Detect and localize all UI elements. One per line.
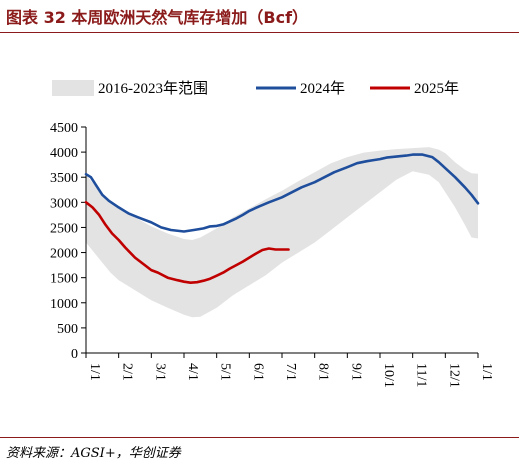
y-tick-label: 3000 — [50, 196, 78, 211]
y-tick-label: 0 — [71, 347, 78, 362]
x-tick-label: 2/1 — [120, 363, 135, 381]
x-tick-label: 3/1 — [152, 363, 167, 381]
series-lines — [84, 153, 480, 284]
chart-area: 2016-2023年范围 2024年 2025年 0 500 1000 1500 2000 2… — [50, 80, 494, 388]
x-tick-label: 4/1 — [185, 363, 200, 381]
y-tick-label: 2500 — [50, 221, 78, 236]
y-tick-label: 1000 — [50, 297, 78, 312]
chart-title: 图表 32 本周欧洲天然气库存增加（Bcf） — [6, 8, 309, 27]
y-tick-label: 4000 — [50, 146, 78, 161]
y-tick-label: 1500 — [50, 272, 78, 287]
x-tick-label: 8/1 — [316, 363, 331, 381]
x-tick-label: 5/1 — [218, 363, 233, 381]
source-divider — [0, 437, 519, 438]
series-line-2024 — [84, 153, 480, 233]
legend-label-band: 2016-2023年范围 — [98, 80, 208, 97]
x-tick-label: 6/1 — [250, 363, 265, 381]
x-tick-label: 12/1 — [446, 363, 461, 388]
x-tick-label: 7/1 — [283, 363, 298, 381]
y-tick-label: 500 — [57, 322, 78, 337]
y-tick-label: 4500 — [50, 121, 78, 136]
legend-label-2024: 2024年 — [300, 80, 345, 97]
x-tick-label: 1/1 — [479, 363, 494, 381]
legend-label-2025: 2025年 — [414, 80, 459, 97]
series-line-2025 — [84, 201, 290, 284]
range-band — [86, 147, 478, 318]
x-tick-label: 10/1 — [381, 363, 396, 388]
source-note: 资料来源：AGSI+，华创证券 — [6, 446, 181, 461]
y-tick-label: 2000 — [50, 247, 78, 262]
title-divider — [0, 32, 519, 33]
band-2016-2023 — [86, 147, 478, 318]
legend-swatch-band — [52, 80, 94, 96]
legend: 2016-2023年范围 2024年 2025年 — [52, 80, 459, 97]
y-tick-label: 3500 — [50, 171, 78, 186]
x-tick-label: 1/1 — [87, 363, 102, 381]
axes: 0 500 1000 1500 2000 2500 3000 3500 4000 4500 1/1 2… — [50, 121, 494, 388]
x-tick-label: 9/1 — [348, 363, 363, 381]
x-tick-label: 11/1 — [414, 363, 429, 387]
